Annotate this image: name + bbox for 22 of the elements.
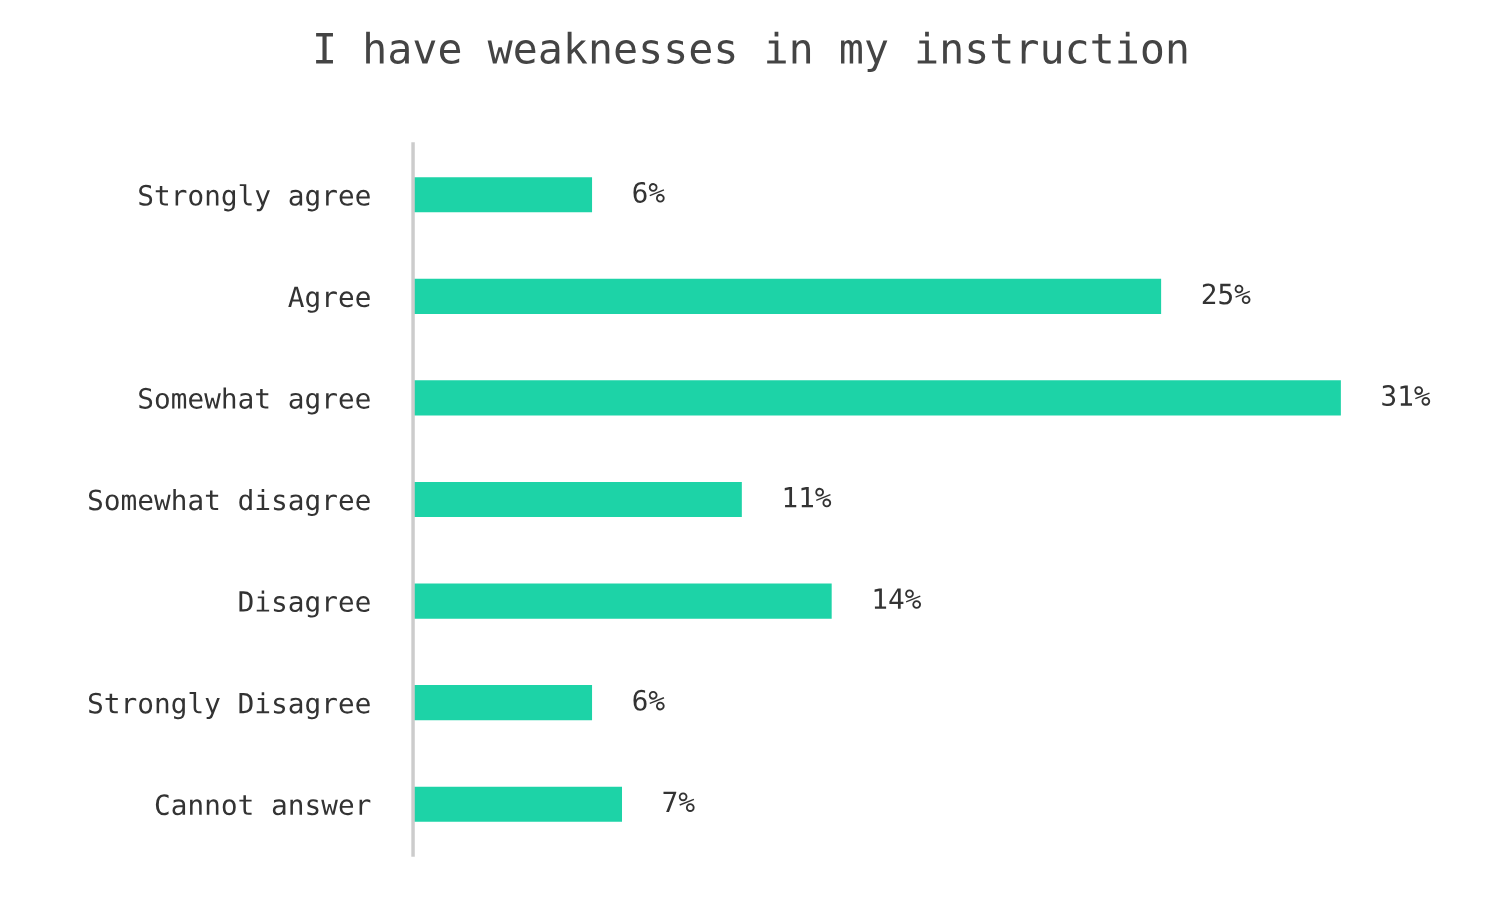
bar [413,785,624,824]
chart-title: I have weaknesses in my instruction [316,31,1187,73]
y-tick-label: Disagree [239,590,370,618]
y-tick-label: Strongly Disagree [88,692,370,720]
y-tick-label: Somewhat disagree [88,488,370,517]
bar [413,378,1343,417]
data-label: 31% [1382,385,1431,407]
data-label: 25% [1202,283,1251,305]
bar [413,480,744,519]
data-label: 7% [663,791,695,812]
bar [413,277,1163,316]
data-label: 6% [633,689,665,711]
y-tick-label: Somewhat agree [139,387,370,415]
bar [413,175,594,214]
bar [413,582,834,621]
y-tick-label: Strongly agree [139,184,370,212]
y-tick-label: Cannot answer [155,794,371,816]
data-label: 6% [633,181,665,203]
bar [413,683,594,722]
data-label: 14% [874,588,921,609]
data-label: 11% [784,486,832,508]
y-tick-label: Agree [288,286,370,313]
